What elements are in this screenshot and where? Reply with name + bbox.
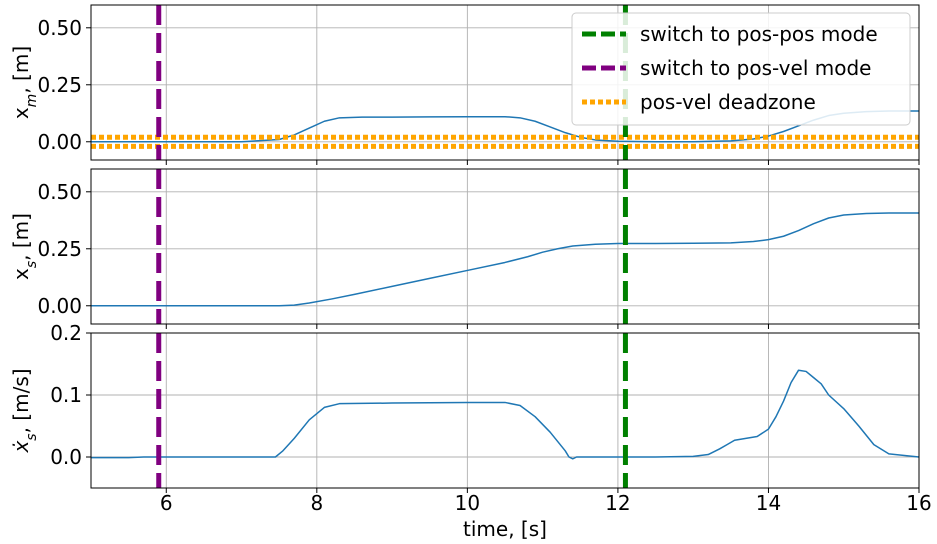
x-tick-label: 14 [756,491,781,515]
x-tick-label: 16 [906,491,931,515]
panel-1-marks [91,169,919,324]
panel-position-slave: 0.00 0.25 0.50 xs, [m] [9,168,920,329]
panel-2-grid [91,332,920,493]
y-tick-label: 0.50 [37,16,82,40]
legend: switch to pos-pos mode switch to pos-vel … [571,12,911,126]
panel-0-y-ticks: 0.00 0.25 0.50 [37,16,91,154]
y-tick-label: 0.2 [50,321,82,345]
signal-line [91,212,919,307]
x-tick-label: 10 [455,491,480,515]
panel-1-grid [91,169,920,329]
y-tick-label: 0.00 [37,294,82,318]
legend-label: pos-vel deadzone [640,90,816,114]
x-tick-label: 6 [160,491,173,515]
legend-label: switch to pos-vel mode [640,56,871,80]
panel-2-y-ticks: 0.0 0.1 0.2 [50,321,91,469]
panel-2-marks [91,333,919,488]
y-tick-label: 0.50 [37,180,82,204]
legend-box [571,12,911,126]
x-ticks: 6 8 10 12 14 16 [160,491,932,515]
x-tick-label: 8 [310,491,323,515]
panel-0-y-axis-label: xm, [m] [9,46,40,119]
y-tick-label: 0.25 [37,73,82,97]
y-tick-label: 0.0 [50,445,82,469]
y-tick-label: 0.25 [37,237,82,261]
panel-2-y-axis-label: ẋs, [m/s] [9,368,40,453]
x-axis-label: time, [s] [463,517,547,541]
y-tick-label: 0.00 [37,130,82,154]
panel-velocity-slave: 0.0 0.1 0.2 ẋs, [m/s] 6 8 10 12 14 16 time, [s] [9,321,932,541]
x-tick-label: 12 [605,491,630,515]
panel-frame [90,168,920,325]
panel-frame [90,4,920,161]
panel-1-y-ticks: 0.00 0.25 0.50 [37,180,91,318]
y-tick-label: 0.1 [50,383,82,407]
signal-line [91,369,919,460]
legend-label: switch to pos-pos mode [640,22,878,46]
panel-position-master: 0.00 0.25 0.50 xm, [m] switch to pos-pos m… [9,4,920,165]
panel-1-y-axis-label: xs, [m] [9,213,40,280]
panel-frame [90,332,920,489]
